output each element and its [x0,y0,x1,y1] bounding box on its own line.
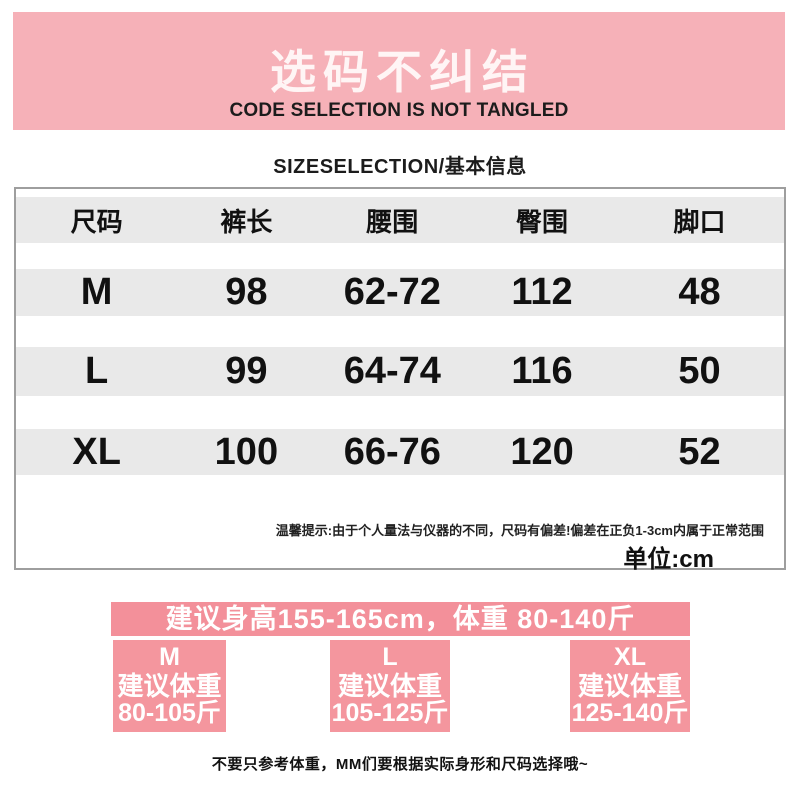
banner-title: 选码不纠结 [270,46,535,98]
weight-box-m: M 建议体重 80-105斤 [113,640,226,732]
cell-size: L [85,350,109,392]
col-header-size: 尺码 [70,206,123,237]
weight-box-l: L 建议体重 105-125斤 [330,640,450,732]
cell-waist: 62-72 [343,271,441,313]
cell-size: XL [72,430,121,473]
col-header-leg-opening: 脚口 [673,206,726,237]
weight-box-xl: XL 建议体重 125-140斤 [570,640,690,732]
weight-box-range: 105-125斤 [331,699,449,727]
weight-box-range: 125-140斤 [571,699,689,727]
height-weight-advice-banner: 建议身高155-165cm，体重 80-140斤 [111,602,690,636]
table-row-l: L 99 64-74 116 50 [16,347,784,396]
weight-box-range: 80-105斤 [118,699,221,727]
weight-box-size-label: M [159,643,180,671]
cell-hip: 116 [511,350,573,392]
cell-leg-opening: 48 [678,271,721,313]
weight-box-label: 建议体重 [117,670,222,701]
weight-box-size-label: L [382,643,398,671]
cell-pants-length: 99 [225,350,268,392]
cell-leg-opening: 50 [678,350,721,392]
cell-hip: 120 [510,430,574,473]
cell-leg-opening: 52 [678,430,721,473]
col-header-hip: 臀围 [516,206,569,237]
weight-box-label: 建议体重 [577,670,682,701]
cell-pants-length: 98 [225,271,268,313]
col-header-waist: 腰围 [366,206,419,237]
footer-note: 不要只参考体重，MM们要根据实际身形和尺码选择哦~ [211,756,589,773]
top-banner: 选码不纠结 CODE SELECTION IS NOT TANGLED [13,12,785,130]
cell-waist: 66-76 [343,430,441,473]
weight-box-label: 建议体重 [337,670,442,701]
col-header-pants-length: 裤长 [220,206,273,237]
cell-size: M [80,271,113,313]
size-table: 尺码 裤长 腰围 臀围 脚口 M 98 62-72 112 48 L 99 64… [14,187,786,573]
table-header-row: 尺码 裤长 腰围 臀围 脚口 [16,197,784,243]
unit-label: 单位:cm [623,546,714,573]
table-row-xl: XL 100 66-76 120 52 [16,429,784,475]
table-row-m: M 98 62-72 112 48 [16,269,784,316]
measurement-tolerance-note: 温馨提示:由于个人量法与仪器的不同，尺码有偏差!偏差在正负1-3cm内属于正常范… [275,523,764,538]
banner-subtitle: CODE SELECTION IS NOT TANGLED [229,100,569,121]
weight-box-size-label: XL [614,643,646,671]
section-title: SIZESELECTION/基本信息 [273,156,527,178]
cell-pants-length: 100 [214,430,279,473]
cell-hip: 112 [511,271,573,313]
cell-waist: 64-74 [343,350,441,392]
